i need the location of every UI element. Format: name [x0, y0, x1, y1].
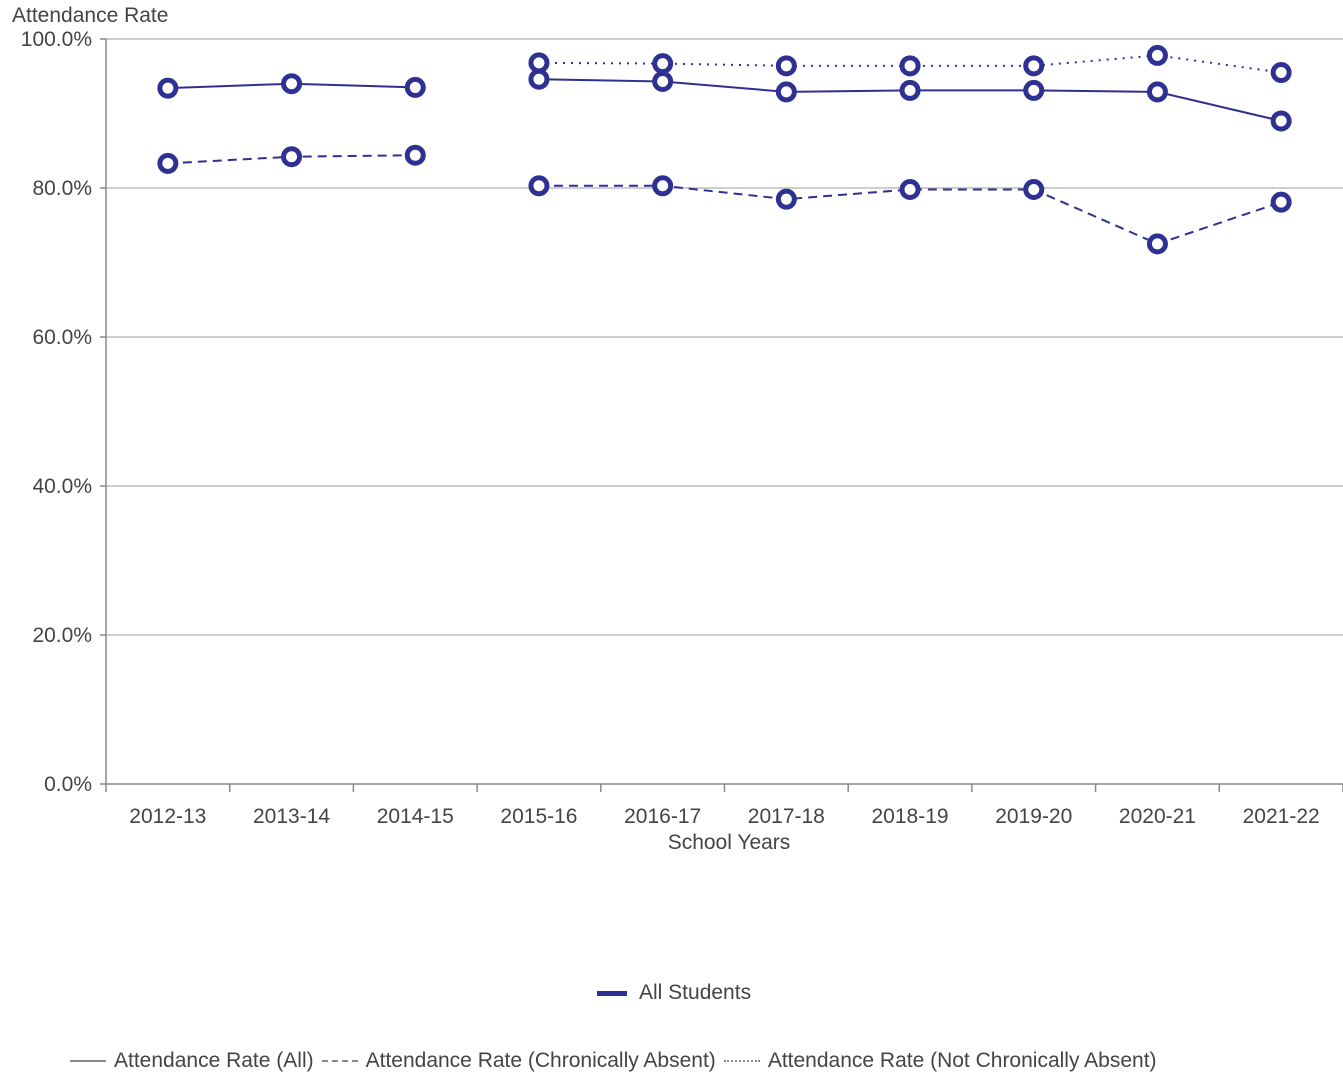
data-point-marker — [1146, 81, 1168, 103]
x-tick-label: 2021-22 — [1243, 805, 1320, 828]
data-point-marker — [1023, 79, 1045, 101]
legend-item-not-chronically-absent: Attendance Rate (Not Chronically Absent) — [723, 1049, 1157, 1073]
data-point-marker — [404, 76, 426, 98]
legend-label-chronically-absent: Attendance Rate (Chronically Absent) — [365, 1049, 716, 1072]
y-axis-title: Attendance Rate — [12, 4, 169, 27]
x-tick-labels: 2012-13 2013-14 2014-15 2015-16 2016-17 2017-… — [129, 805, 1319, 828]
y-tick-label: 80.0% — [32, 177, 92, 200]
data-point-marker — [775, 55, 797, 77]
x-axis-title: School Years — [667, 831, 791, 854]
series-lines — [167, 54, 1282, 245]
series-markers — [157, 44, 1292, 255]
x-tick-label: 2018-19 — [872, 805, 949, 828]
x-tick-label: 2020-21 — [1119, 805, 1196, 828]
data-point-marker — [528, 52, 550, 74]
solid-line-sample — [70, 1060, 106, 1062]
legend-label-not-chronically-absent: Attendance Rate (Not Chronically Absent) — [767, 1049, 1157, 1072]
data-point-marker — [157, 152, 179, 174]
x-tick-label: 2013-14 — [253, 805, 330, 828]
data-point-marker — [528, 68, 550, 90]
data-point-marker — [652, 70, 674, 92]
x-tick-label: 2012-13 — [129, 805, 206, 828]
data-point-marker — [652, 53, 674, 75]
dotted-line-sample — [723, 1060, 760, 1062]
x-tick-label: 2014-15 — [377, 805, 454, 828]
data-point-marker — [1270, 62, 1292, 84]
data-point-marker — [1270, 110, 1292, 132]
y-tick-label: 0.0% — [44, 773, 92, 796]
data-point-marker — [281, 73, 303, 95]
y-tick-label: 40.0% — [32, 475, 92, 498]
y-tick-label: 20.0% — [32, 624, 92, 647]
series-legend: All Students — [597, 981, 751, 1005]
data-point-marker — [1023, 178, 1045, 200]
legend-label-all-students: All Students — [639, 981, 752, 1004]
data-point-marker — [281, 146, 303, 168]
data-point-marker — [157, 77, 179, 99]
data-point-marker — [1270, 191, 1292, 213]
x-tick-label: 2017-18 — [748, 805, 825, 828]
data-point-marker — [528, 175, 550, 197]
data-point-marker — [899, 178, 921, 200]
data-point-marker — [652, 175, 674, 197]
y-tick-label: 60.0% — [32, 326, 92, 349]
dashed-line-sample — [321, 1060, 358, 1062]
x-tick-label: 2019-20 — [995, 805, 1072, 828]
y-tick-label: 100.0% — [21, 28, 92, 51]
legend-label-all: Attendance Rate (All) — [114, 1049, 314, 1072]
axes — [100, 38, 1343, 792]
data-point-marker — [1023, 55, 1045, 77]
data-point-marker — [775, 81, 797, 103]
gridlines — [106, 38, 1343, 636]
x-tick-label: 2015-16 — [500, 805, 577, 828]
y-tick-labels: 0.0% 20.0% 40.0% 60.0% 80.0% 100.0% — [21, 28, 92, 796]
data-point-marker — [404, 144, 426, 166]
legend-swatch — [597, 990, 627, 996]
legend-item-all: Attendance Rate (All) — [70, 1049, 314, 1073]
legend-item-chronically-absent: Attendance Rate (Chronically Absent) — [321, 1049, 716, 1073]
data-point-marker — [775, 188, 797, 210]
data-point-marker — [899, 55, 921, 77]
data-point-marker — [1146, 44, 1168, 66]
data-point-marker — [1146, 233, 1168, 255]
line-style-legend: Attendance Rate (All) Attendance Rate (C… — [70, 1049, 1165, 1073]
x-tick-label: 2016-17 — [624, 805, 701, 828]
data-point-marker — [899, 79, 921, 101]
